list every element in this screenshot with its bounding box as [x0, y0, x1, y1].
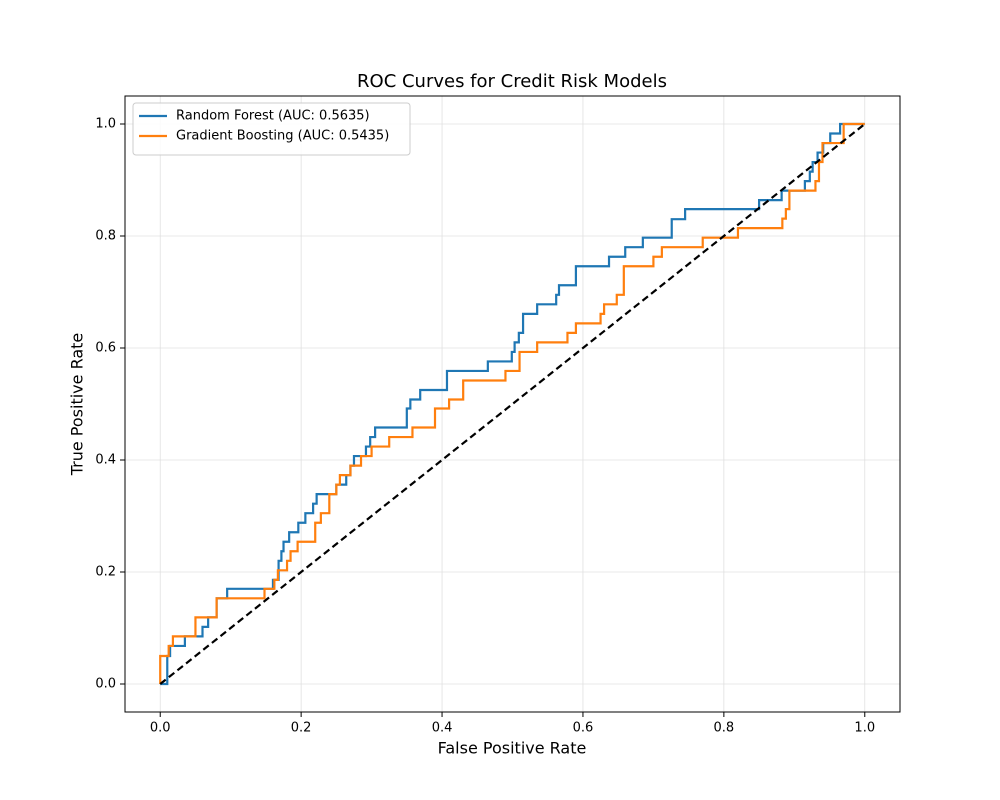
reference-line [159, 123, 866, 685]
legend: Random Forest (AUC: 0.5635) Gradient Boos… [132, 102, 411, 156]
y-tick-label: 0.6 [95, 341, 116, 356]
x-tick-label: 0.8 [714, 721, 735, 736]
legend-text: Random Forest (AUC: 0.5635) [176, 109, 370, 124]
x-tick-label: 0.6 [573, 721, 594, 736]
x-tick-label: 0.2 [291, 721, 312, 736]
y-axis-label: True Positive Rate [68, 333, 87, 477]
x-axis-label: False Positive Rate [438, 739, 587, 758]
legend-text: Gradient Boosting (AUC: 0.5435) [176, 129, 389, 144]
y-tick-label: 0.8 [95, 229, 116, 244]
x-tick-label: 1.0 [854, 721, 875, 736]
x-tick-label: 0.4 [432, 721, 453, 736]
plot-frame [124, 95, 901, 713]
y-tick-label: 0.0 [95, 677, 116, 692]
y-tick-label: 0.2 [95, 565, 116, 580]
legend-box [132, 102, 411, 156]
x-tick-label: 0.0 [150, 721, 171, 736]
roc-curve [159, 122, 865, 684]
chart-title: ROC Curves for Credit Risk Models [357, 71, 667, 92]
y-tick-label: 0.4 [95, 453, 116, 468]
y-tick-label: 1.0 [95, 117, 116, 132]
